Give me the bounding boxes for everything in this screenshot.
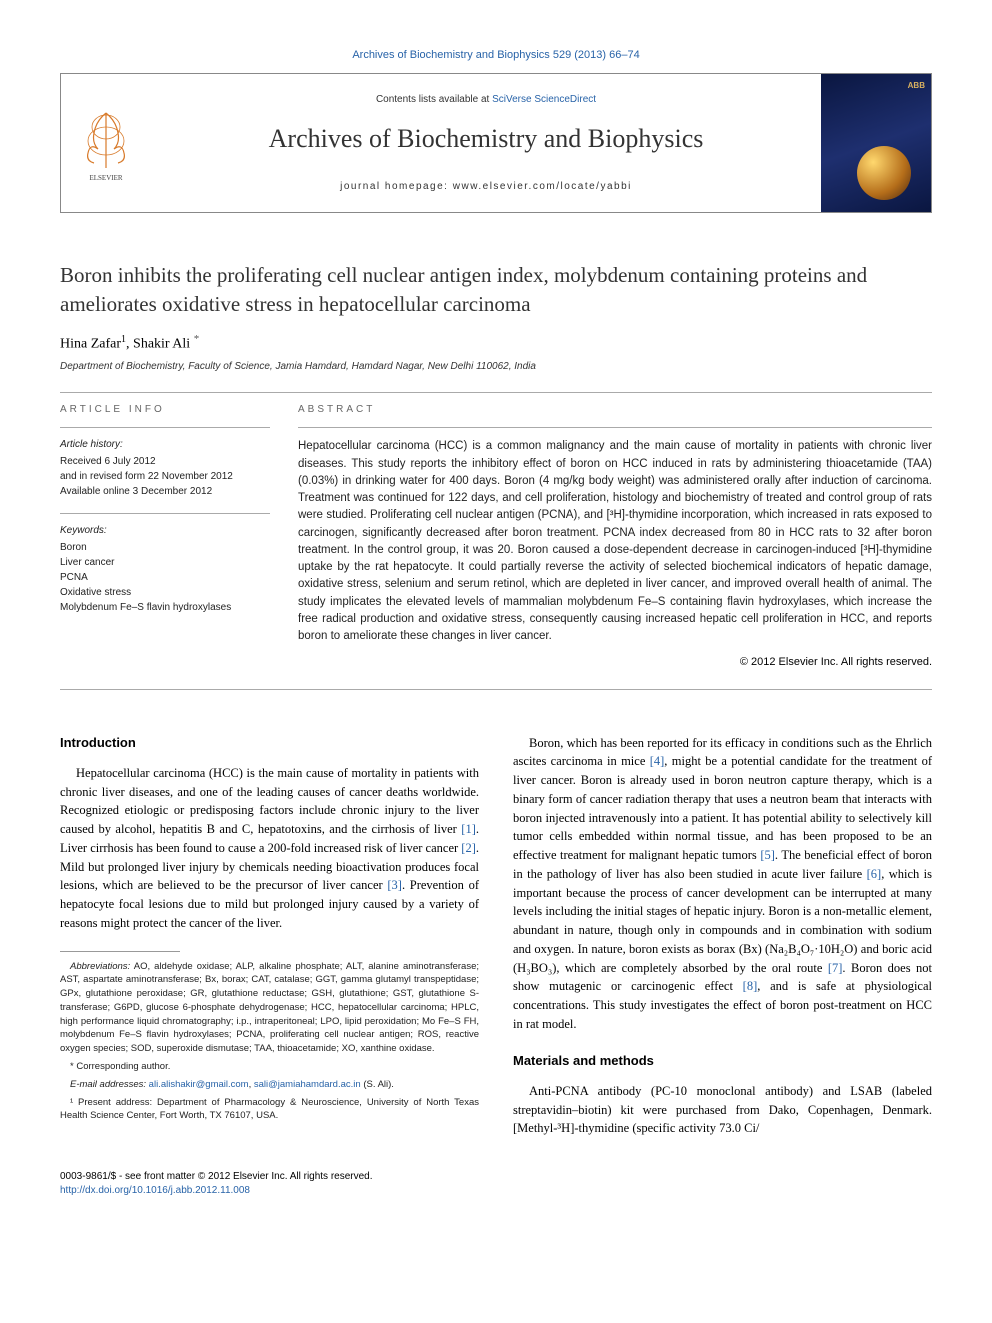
history-label: Article history:	[60, 438, 270, 452]
svg-text:ELSEVIER: ELSEVIER	[89, 174, 122, 182]
introduction-heading: Introduction	[60, 734, 479, 752]
intro-paragraph-1: Hepatocellular carcinoma (HCC) is the ma…	[60, 764, 479, 933]
citation-ref[interactable]: [3]	[387, 878, 402, 892]
section-divider	[60, 689, 932, 690]
citation-ref[interactable]: [7]	[828, 961, 843, 975]
abbrev-text: AO, aldehyde oxidase; ALP, alkaline phos…	[60, 961, 479, 1055]
abstract-divider	[298, 427, 932, 428]
abbreviations-footnote: Abbreviations: AO, aldehyde oxidase; ALP…	[60, 960, 479, 1056]
article-info-column: ARTICLE INFO Article history: Received 6…	[60, 403, 270, 670]
footer-left: 0003-9861/$ - see front matter © 2012 El…	[60, 1170, 373, 1198]
history-text: Received 6 July 2012 and in revised form…	[60, 454, 270, 499]
email-label: E-mail addresses:	[70, 1079, 149, 1090]
elsevier-tree-icon: ELSEVIER	[76, 103, 136, 183]
journal-name: Archives of Biochemistry and Biophysics	[159, 121, 813, 157]
citation-ref[interactable]: [2]	[461, 841, 476, 855]
contents-line: Contents lists available at SciVerse Sci…	[159, 93, 813, 107]
homepage-url[interactable]: www.elsevier.com/locate/yabbi	[453, 181, 632, 192]
email-link-1[interactable]: ali.alishakir@gmail.com	[149, 1079, 249, 1090]
sciencedirect-link[interactable]: SciVerse ScienceDirect	[492, 94, 596, 105]
citation-ref[interactable]: [5]	[760, 848, 775, 862]
affiliation: Department of Biochemistry, Faculty of S…	[60, 360, 932, 374]
corresponding-star-icon: *	[194, 333, 200, 345]
email-footnote: E-mail addresses: ali.alishakir@gmail.co…	[60, 1078, 479, 1092]
journal-masthead: ELSEVIER Contents lists available at Sci…	[60, 73, 932, 213]
present-address-footnote: ¹ Present address: Department of Pharmac…	[60, 1096, 479, 1124]
body-column-right: Boron, which has been reported for its e…	[513, 734, 932, 1148]
cover-art-icon	[857, 146, 911, 200]
footnotes: Abbreviations: AO, aldehyde oxidase; ALP…	[60, 960, 479, 1123]
contents-prefix: Contents lists available at	[376, 94, 492, 105]
methods-heading: Materials and methods	[513, 1052, 932, 1070]
footnote-separator	[60, 951, 180, 952]
publisher-logo-box: ELSEVIER	[61, 74, 151, 212]
citation-ref[interactable]: [8]	[743, 979, 758, 993]
masthead-center: Contents lists available at SciVerse Sci…	[151, 74, 821, 212]
abbrev-label: Abbreviations:	[70, 961, 130, 972]
keywords-list: Boron Liver cancer PCNA Oxidative stress…	[60, 540, 270, 615]
body-column-left: Introduction Hepatocellular carcinoma (H…	[60, 734, 479, 1148]
author-list: Hina Zafar1, Shakir Ali *	[60, 332, 932, 354]
email-suffix: (S. Ali).	[361, 1079, 394, 1090]
info-divider	[60, 513, 270, 514]
abstract-copyright: © 2012 Elsevier Inc. All rights reserved…	[298, 655, 932, 670]
article-info-heading: ARTICLE INFO	[60, 403, 270, 417]
email-link-2[interactable]: sali@jamiahamdard.ac.in	[254, 1079, 361, 1090]
abstract-column: ABSTRACT Hepatocellular carcinoma (HCC) …	[298, 403, 932, 670]
front-matter-line: 0003-9861/$ - see front matter © 2012 El…	[60, 1170, 373, 1184]
doi-link[interactable]: http://dx.doi.org/10.1016/j.abb.2012.11.…	[60, 1184, 373, 1198]
intro-paragraph-2: Boron, which has been reported for its e…	[513, 734, 932, 1034]
journal-homepage-line: journal homepage: www.elsevier.com/locat…	[159, 180, 813, 194]
methods-paragraph-1: Anti-PCNA antibody (PC-10 monoclonal ant…	[513, 1082, 932, 1138]
citation-ref[interactable]: [6]	[867, 867, 882, 881]
divider	[60, 392, 932, 393]
corresponding-footnote: * Corresponding author.	[60, 1060, 479, 1074]
article-title: Boron inhibits the proliferating cell nu…	[60, 261, 932, 318]
cover-abbrev: ABB	[908, 80, 925, 91]
journal-cover-thumb: ABB	[821, 74, 931, 212]
keywords-label: Keywords:	[60, 524, 270, 538]
author-2: , Shakir Ali	[126, 337, 190, 352]
abstract-text: Hepatocellular carcinoma (HCC) is a comm…	[298, 438, 932, 645]
citation-ref[interactable]: [1]	[461, 822, 476, 836]
author-1: Hina Zafar	[60, 337, 121, 352]
abstract-heading: ABSTRACT	[298, 403, 932, 417]
citation-ref[interactable]: [4]	[650, 754, 665, 768]
citation-header: Archives of Biochemistry and Biophysics …	[60, 48, 932, 63]
page-footer: 0003-9861/$ - see front matter © 2012 El…	[60, 1170, 932, 1198]
homepage-prefix: journal homepage:	[340, 181, 453, 192]
info-divider	[60, 427, 270, 428]
